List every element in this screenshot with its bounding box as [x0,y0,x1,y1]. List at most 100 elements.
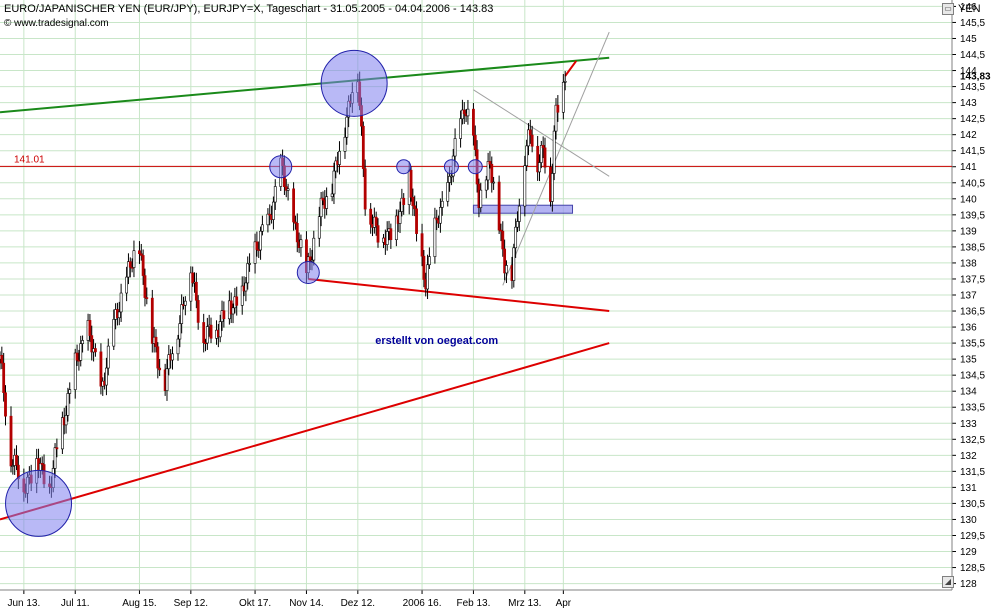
candle-body [413,205,417,210]
y-tick-label: 136 [960,323,977,334]
y-tick-label: 128 [960,579,977,590]
candle-body [273,186,277,203]
candle-body [60,417,64,450]
support-zone [472,204,574,214]
highlight-circle [296,261,320,285]
candle-body [376,225,380,243]
last-value-label: 143,83 [960,71,991,82]
y-tick-label: 135,5 [960,339,985,350]
y-tick-label: 131 [960,483,977,494]
candle-body [143,275,147,298]
x-tick-label: Apr [556,598,572,609]
highlight-circle [269,155,293,179]
candle-body [141,255,145,276]
x-tick-label: Okt 17. [239,598,271,609]
candle-body [514,226,518,249]
candle-body [128,261,132,268]
y-tick-label: 143 [960,98,977,109]
candle-body [310,259,314,262]
candle-body [512,247,516,281]
candle-body [543,147,547,168]
candle-body [9,415,13,467]
candle-body [15,454,18,466]
candle-body [433,217,437,257]
candle-body [0,354,4,364]
y-tick-label: 141,5 [960,146,985,157]
candle-body [536,145,540,173]
candle-body [294,221,297,224]
highlight-circle [467,159,483,175]
candle-body [246,263,250,284]
candle-body [563,81,567,83]
candle-body [398,211,402,224]
x-tick-label: Jul 11. [61,598,90,609]
candle-body [105,367,108,386]
candle-body [308,256,312,262]
y-tick-label: 128,5 [960,563,985,574]
candle-body [268,213,272,216]
y-tick-label: 143,5 [960,82,985,93]
restore-icon[interactable]: ▭ [942,3,954,15]
copyright-label: © www.tradesignal.com [4,18,109,29]
candle-body [194,281,198,301]
candle-body [240,285,244,306]
candle-body [64,415,68,426]
candle-body [2,362,6,393]
candle-body [222,310,226,320]
candle-body [99,351,103,387]
candle-body [516,221,519,228]
candle-body [525,145,529,167]
candle-body [68,389,72,394]
candle-body [503,248,507,274]
y-tick-label: 144 [960,66,977,77]
candle-body [119,292,123,313]
candle-body [196,300,200,323]
candle-body [554,104,558,132]
candle-body [345,116,349,138]
candle-body [117,311,121,319]
candle-body [552,130,556,174]
x-tick-label: 2006 16. [403,598,442,609]
candle-body [205,326,209,344]
resize-grip-icon[interactable]: ◢ [942,576,954,588]
candle-body [363,168,367,210]
candle-body [343,136,347,152]
candle-body [361,125,365,169]
candle-body [202,322,206,343]
candle-body [90,335,94,353]
candle-body [299,239,303,248]
y-tick-label: 138,5 [960,242,985,253]
reference-line-label: 141.01 [14,154,45,165]
x-tick-label: Mrz 13. [508,598,541,609]
y-tick-label: 145,5 [960,18,985,29]
y-tick-label: 140 [960,194,977,205]
trend-line [0,342,610,521]
candle-body [167,354,171,370]
x-tick-label: Sep 12. [174,598,208,609]
candle-body [402,197,406,205]
y-tick-label: 133,5 [960,403,985,414]
candle-body [229,300,233,315]
y-tick-label: 129 [960,547,977,558]
candle-body [479,189,483,208]
y-tick-label: 135 [960,355,977,366]
candle-body [286,188,290,191]
y-tick-label: 139,5 [960,210,985,221]
candle-body [81,340,84,344]
candle-body [183,300,187,306]
candle-body [517,205,521,222]
candle-body [466,108,470,117]
candle-body [127,261,130,278]
candle-body [523,165,527,207]
trend-line [473,89,610,177]
candle-body [112,319,116,347]
y-tick-label: 134,5 [960,371,985,382]
candle-body [385,231,389,245]
candle-body [150,297,154,344]
candle-body [319,197,323,217]
candle-body [11,465,15,467]
candle-body [422,255,426,280]
y-tick-label: 142,5 [960,114,985,125]
candle-body [272,201,275,220]
